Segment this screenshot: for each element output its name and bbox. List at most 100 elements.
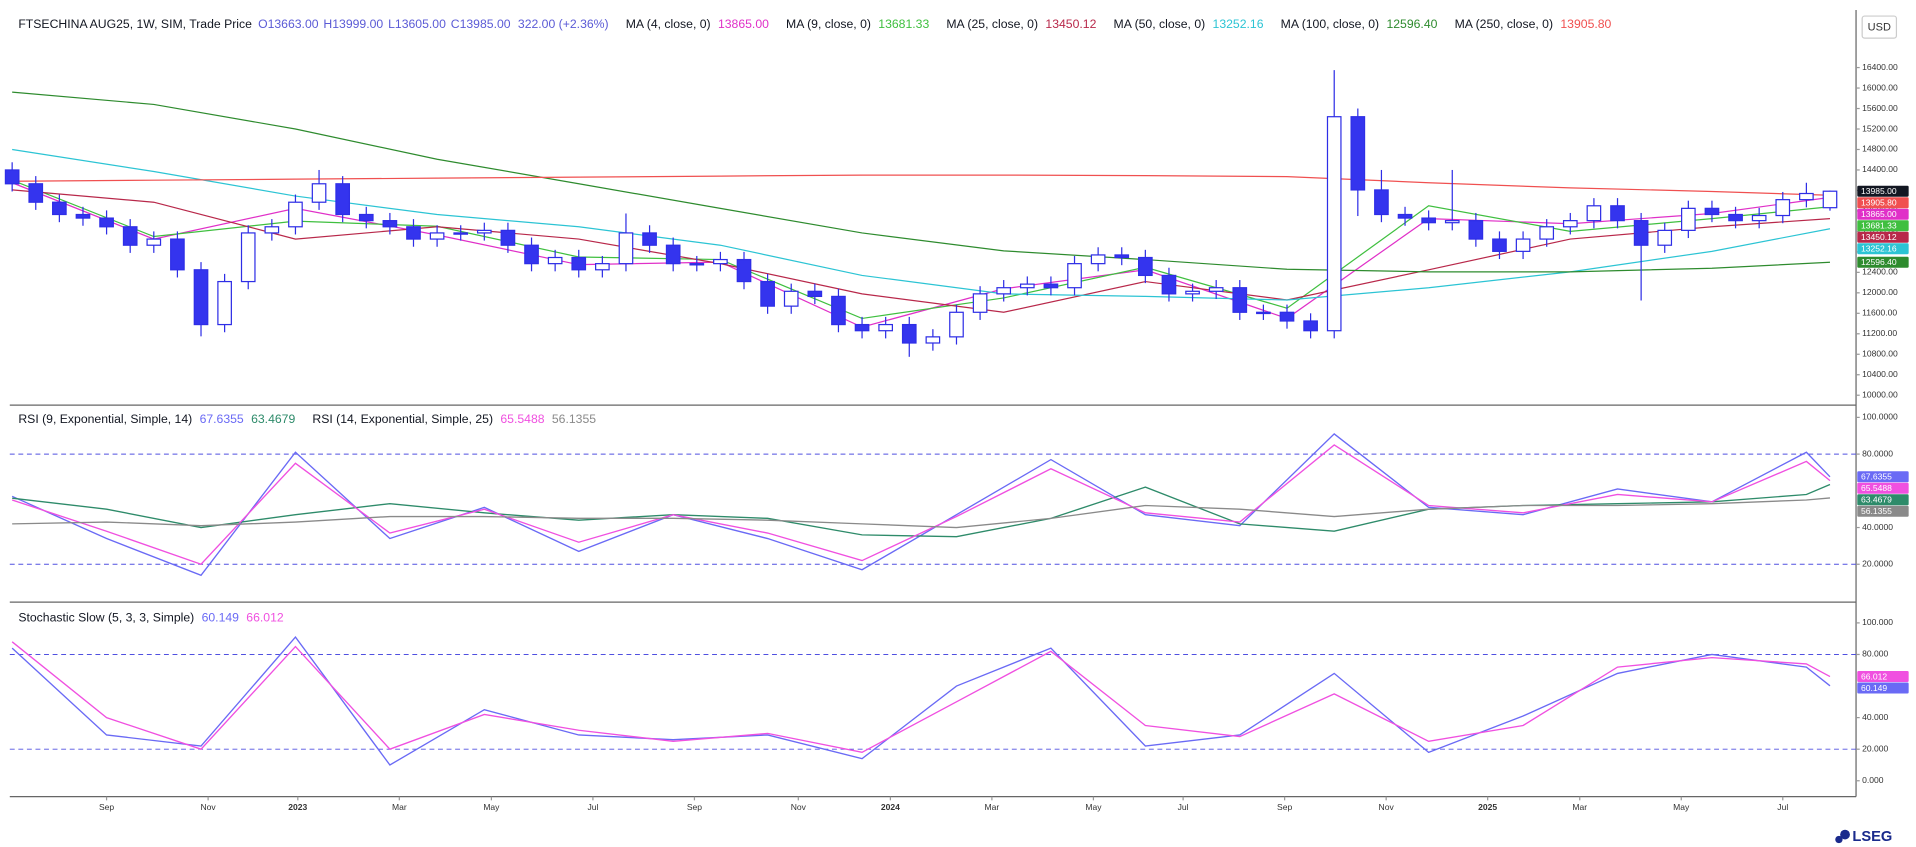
candle-body [1657, 229, 1673, 246]
candle-body [949, 311, 964, 338]
candle-body [1515, 238, 1531, 252]
y-tick-label: 100.0000 [1862, 412, 1898, 422]
value-tag: 56.1355 [1861, 506, 1892, 516]
x-tick-label: Jul [587, 802, 598, 812]
candle-body [1728, 213, 1743, 222]
candle-body [1539, 226, 1555, 240]
legend-value: 56.1355 [552, 412, 596, 426]
legend-name: RSI (9, Exponential, Simple, 14) [18, 412, 192, 426]
legend-value: 13865.00 [718, 17, 769, 31]
value-tag: 60.149 [1861, 683, 1887, 693]
x-tick-label: May [1673, 802, 1690, 812]
legend-name: MA (4, close, 0) [626, 17, 711, 31]
indicator-line [12, 483, 1831, 538]
candle-body [311, 183, 327, 203]
y-tick-label: 20.000 [1862, 743, 1888, 753]
candle-body [783, 290, 799, 307]
y-tick-label: 10000.00 [1862, 389, 1898, 399]
candle-body [1444, 220, 1460, 224]
candle-body [1492, 238, 1507, 252]
candle-body [972, 293, 988, 313]
y-tick-label: 15200.00 [1862, 123, 1898, 133]
candle-body [122, 226, 138, 246]
y-tick-label: 14400.00 [1862, 164, 1898, 174]
candle-body [807, 290, 823, 298]
value-tag-box [1857, 185, 1909, 197]
candle-body [99, 217, 114, 228]
candle-body [429, 232, 445, 240]
candle-body [524, 244, 539, 265]
legend-value: 13681.33 [878, 17, 929, 31]
legend-name: MA (250, close, 0) [1455, 17, 1553, 31]
x-tick-label: May [483, 802, 500, 812]
y-tick-label: 80.000 [1862, 649, 1888, 659]
open-label: O13663.00 [258, 17, 319, 31]
candle-body [1185, 290, 1200, 295]
candle-body [406, 226, 421, 240]
candle-body [217, 280, 232, 326]
candle-body [170, 238, 185, 271]
candle-body [382, 220, 398, 228]
candle-body [264, 226, 280, 234]
candle-body [1350, 116, 1366, 191]
indicator-line [12, 497, 1831, 529]
y-tick-label: 12400.00 [1862, 267, 1898, 277]
indicator-line [11, 641, 1831, 754]
value-tag-box [1857, 505, 1909, 517]
candle-body [642, 232, 657, 246]
legend-value: 67.6355 [200, 412, 244, 426]
candle-body [736, 258, 752, 283]
candle-body [1397, 213, 1413, 219]
value-tag-box [1857, 494, 1909, 506]
candle-body [1822, 190, 1838, 209]
value-tag: 13450.12 [1861, 232, 1897, 242]
candle-body [1161, 274, 1177, 295]
candle-body [901, 323, 917, 344]
candle-body [500, 229, 516, 246]
indicator-line [12, 91, 1831, 273]
candle-body [288, 201, 303, 228]
candle-body [75, 213, 91, 219]
candle-body [1208, 287, 1224, 292]
value-tag: 13681.33 [1861, 221, 1897, 231]
candle-body [1562, 220, 1578, 228]
y-tick-label: 20.0000 [1862, 559, 1893, 569]
value-tag: 13985.00 [1861, 186, 1897, 196]
candle-body [1090, 254, 1106, 265]
legend-name: MA (9, close, 0) [786, 17, 871, 31]
candle-body [713, 258, 728, 265]
candle-body [28, 183, 44, 203]
legend-value: 63.4679 [251, 412, 295, 426]
y-tick-label: 11200.00 [1862, 328, 1897, 338]
brand-logo [1835, 829, 1850, 844]
y-tick-label: 16000.00 [1862, 82, 1898, 92]
value-tag: 13905.80 [1861, 198, 1897, 208]
y-tick-label: 11600.00 [1862, 308, 1897, 318]
value-tag-box [1857, 208, 1909, 220]
y-tick-label: 10800.00 [1862, 349, 1898, 359]
candle-body [1067, 263, 1082, 289]
y-tick-label: 14800.00 [1862, 144, 1898, 154]
value-tag: 13252.16 [1861, 244, 1897, 254]
high-label: H13999.00 [323, 17, 383, 31]
legend-name: MA (50, close, 0) [1114, 17, 1206, 31]
x-tick-label: 2024 [881, 802, 900, 812]
y-tick-label: 15600.00 [1862, 103, 1898, 113]
currency-box[interactable] [1861, 15, 1898, 39]
candle-body [193, 269, 209, 326]
value-tag: 67.6355 [1861, 472, 1892, 482]
brand: LSEG [1852, 829, 1892, 845]
candle-body [1232, 287, 1248, 313]
candle-body [996, 287, 1012, 295]
candle-body [453, 232, 469, 235]
currency: USD [1868, 22, 1891, 34]
candle-body [1751, 214, 1767, 222]
candle-body [358, 213, 374, 222]
candle-body [1279, 311, 1295, 322]
candle-body [1303, 320, 1318, 332]
legend-value: 65.5488 [500, 412, 544, 426]
legend-name: RSI (14, Exponential, Simple, 25) [312, 412, 493, 426]
